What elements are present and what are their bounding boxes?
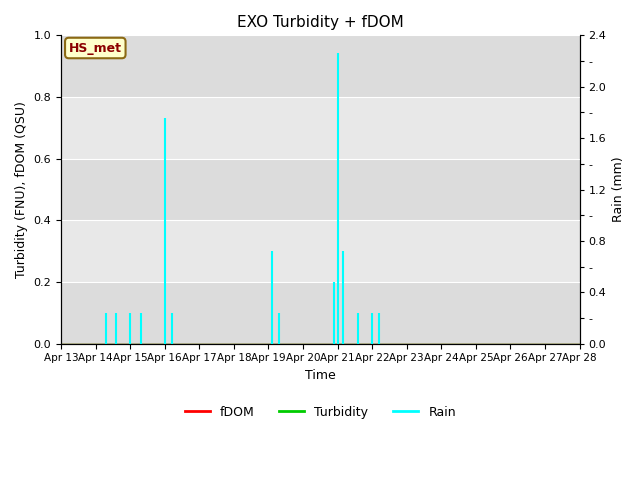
Bar	[61, 159, 580, 220]
Bar	[61, 282, 580, 344]
X-axis label: Time: Time	[305, 369, 335, 382]
Y-axis label: Rain (mm): Rain (mm)	[612, 157, 625, 222]
Y-axis label: Turbidity (FNU), fDOM (QSU): Turbidity (FNU), fDOM (QSU)	[15, 101, 28, 278]
Bar	[61, 36, 580, 97]
Text: HS_met: HS_met	[69, 41, 122, 55]
Title: EXO Turbidity + fDOM: EXO Turbidity + fDOM	[237, 15, 404, 30]
Bar	[61, 220, 580, 282]
Bar	[61, 97, 580, 159]
Legend: fDOM, Turbidity, Rain: fDOM, Turbidity, Rain	[180, 401, 461, 424]
